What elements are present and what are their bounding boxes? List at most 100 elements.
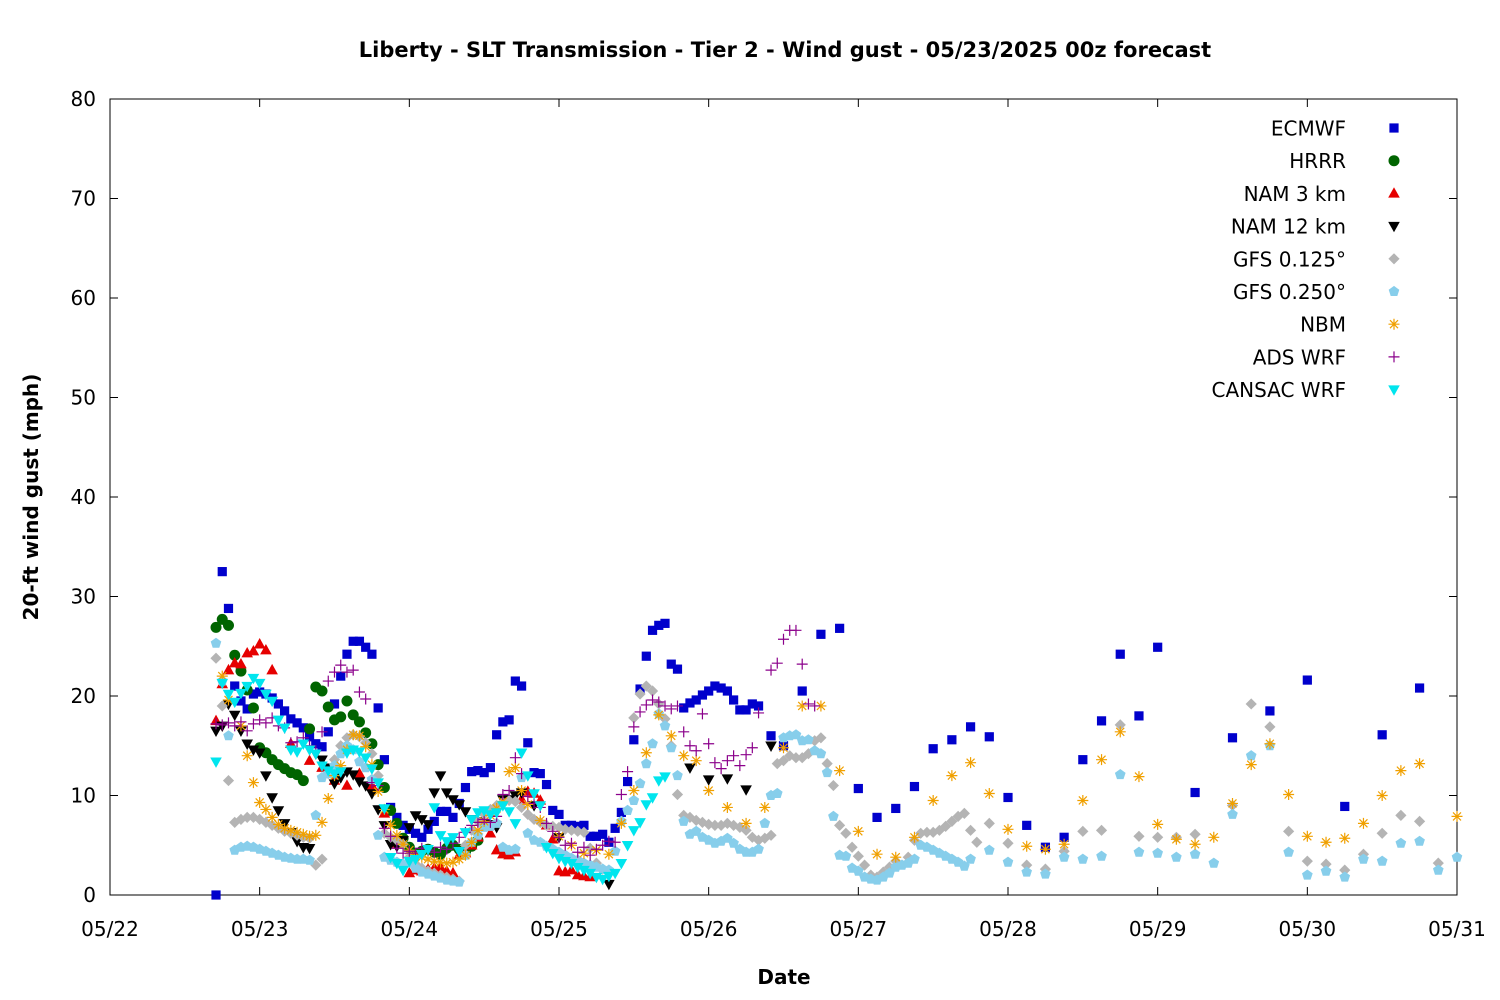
ads-wrf-point bbox=[715, 763, 727, 775]
nbm-point bbox=[778, 742, 789, 754]
gfs-0-250-point bbox=[223, 730, 234, 741]
axis-ticks: 0 10 20 30 40 50 60 70 80 05/22 05/23 05/24 05/25 05/… bbox=[71, 87, 1486, 941]
ecmwf-point bbox=[354, 636, 365, 646]
nbm-point bbox=[1096, 754, 1108, 766]
gfs-0-125-point bbox=[796, 752, 808, 764]
ecmwf-point bbox=[660, 618, 670, 628]
gfs-0-250-point bbox=[622, 804, 633, 815]
gfs-0-125-point bbox=[728, 819, 740, 831]
cansac-wrf-point bbox=[646, 793, 659, 804]
cansac-wrf-point bbox=[241, 681, 253, 693]
gfs-0-250-point bbox=[1133, 846, 1145, 857]
series-hrrr bbox=[210, 613, 484, 860]
nam-12-km-point bbox=[459, 807, 472, 818]
hrrr-point bbox=[378, 782, 390, 794]
nam-12-km-point bbox=[422, 820, 434, 831]
ecmwf-point bbox=[1078, 755, 1088, 765]
nam-12-km-point bbox=[447, 795, 459, 806]
ads-wrf-point bbox=[728, 750, 740, 762]
ads-wrf-point bbox=[222, 717, 234, 729]
ecmwf-point bbox=[909, 781, 920, 792]
gfs-0-250-point bbox=[672, 770, 683, 781]
nbm-point bbox=[834, 765, 846, 777]
nbm-point bbox=[435, 856, 447, 868]
gfs-0-125-point bbox=[709, 819, 721, 831]
ads-wrf-point bbox=[547, 825, 559, 837]
nam-12-km-point bbox=[303, 844, 316, 855]
gfs-0-250-point bbox=[728, 837, 739, 848]
gfs-0-250-point bbox=[821, 767, 833, 778]
legend-label: HRRR bbox=[1289, 149, 1346, 173]
gfs-0-125-point bbox=[815, 732, 827, 744]
nbm-point bbox=[1376, 790, 1388, 801]
cansac-wrf-point bbox=[515, 748, 528, 759]
cansac-wrf-point bbox=[634, 818, 646, 829]
gfs-0-250-point bbox=[628, 794, 640, 805]
cansac-wrf-point bbox=[397, 865, 409, 877]
gfs-0-125-point bbox=[578, 826, 590, 838]
legend-label: GFS 0.250° bbox=[1233, 280, 1346, 304]
gfs-0-125-point bbox=[834, 819, 846, 831]
ads-wrf-point bbox=[734, 760, 746, 772]
cansac-wrf-point bbox=[603, 871, 615, 883]
gfs-0-125-point bbox=[964, 824, 977, 836]
cansac-wrf-point bbox=[509, 819, 522, 830]
ecmwf-point bbox=[797, 686, 807, 696]
nbm-point bbox=[1227, 797, 1238, 809]
series-cansac-wrf bbox=[210, 673, 671, 886]
cansac-wrf-point bbox=[459, 828, 472, 839]
nbm-point bbox=[665, 730, 677, 742]
gfs-0-250-point bbox=[372, 829, 384, 840]
gfs-0-250-point bbox=[1077, 853, 1089, 864]
nam-3-km-point bbox=[235, 657, 247, 669]
nbm-point bbox=[1451, 810, 1463, 822]
nbm-point bbox=[472, 824, 484, 836]
ecmwf-point bbox=[1096, 716, 1107, 726]
ecmwf-point bbox=[473, 766, 483, 776]
ecmwf-point bbox=[342, 649, 352, 659]
ecmwf-point bbox=[554, 809, 564, 820]
gfs-0-125-point bbox=[1021, 859, 1033, 871]
nbm-point bbox=[1058, 838, 1070, 850]
ads-wrf-point bbox=[622, 766, 634, 778]
hrrr-point bbox=[341, 695, 353, 707]
ads-wrf-point bbox=[260, 717, 272, 729]
cansac-wrf-point bbox=[216, 678, 229, 690]
ecmwf-point bbox=[548, 805, 558, 816]
gfs-0-125-point bbox=[971, 836, 983, 848]
ecmwf-point bbox=[236, 696, 246, 706]
gfs-0-125-point bbox=[241, 811, 253, 823]
nbm-point bbox=[1301, 830, 1313, 842]
ecmwf-point bbox=[1377, 730, 1387, 740]
ecmwf-point bbox=[535, 769, 545, 779]
gfs-0-125-point bbox=[946, 815, 958, 827]
nbm-point bbox=[310, 829, 322, 841]
nbm-point bbox=[1002, 823, 1014, 835]
gfs-0-250-point bbox=[453, 876, 465, 887]
ecmwf-point bbox=[516, 681, 527, 691]
legend: ECMWF HRRR NAM 3 km NAM 12 km GFS 0.125° GFS … bbox=[1211, 117, 1400, 402]
nam-12-km-point bbox=[291, 837, 303, 848]
gfs-0-125-point bbox=[1058, 845, 1070, 857]
nbm-point bbox=[297, 828, 309, 840]
nam-12-km-point bbox=[702, 775, 715, 786]
ecmwf-point bbox=[610, 823, 620, 833]
ecmwf-point bbox=[598, 829, 608, 839]
ads-wrf-point bbox=[360, 693, 372, 705]
gfs-0-250-point bbox=[771, 787, 783, 798]
nbm-point bbox=[260, 803, 272, 815]
ecmwf-point bbox=[329, 699, 340, 709]
hrrr-point bbox=[316, 685, 328, 697]
cansac-wrf-point bbox=[291, 747, 303, 758]
nbm-point bbox=[1283, 789, 1295, 801]
ecmwf-point bbox=[722, 686, 732, 696]
nbm-point bbox=[871, 848, 883, 860]
ecmwf-point bbox=[1265, 706, 1275, 716]
gfs-0-250-point bbox=[1414, 835, 1425, 846]
nbm-point bbox=[640, 747, 652, 759]
ads-wrf-point bbox=[335, 659, 347, 671]
ecmwf-point bbox=[741, 705, 751, 715]
hrrr-point bbox=[322, 701, 334, 713]
gfs-0-125-point bbox=[840, 827, 852, 839]
nbm-point bbox=[759, 801, 771, 813]
